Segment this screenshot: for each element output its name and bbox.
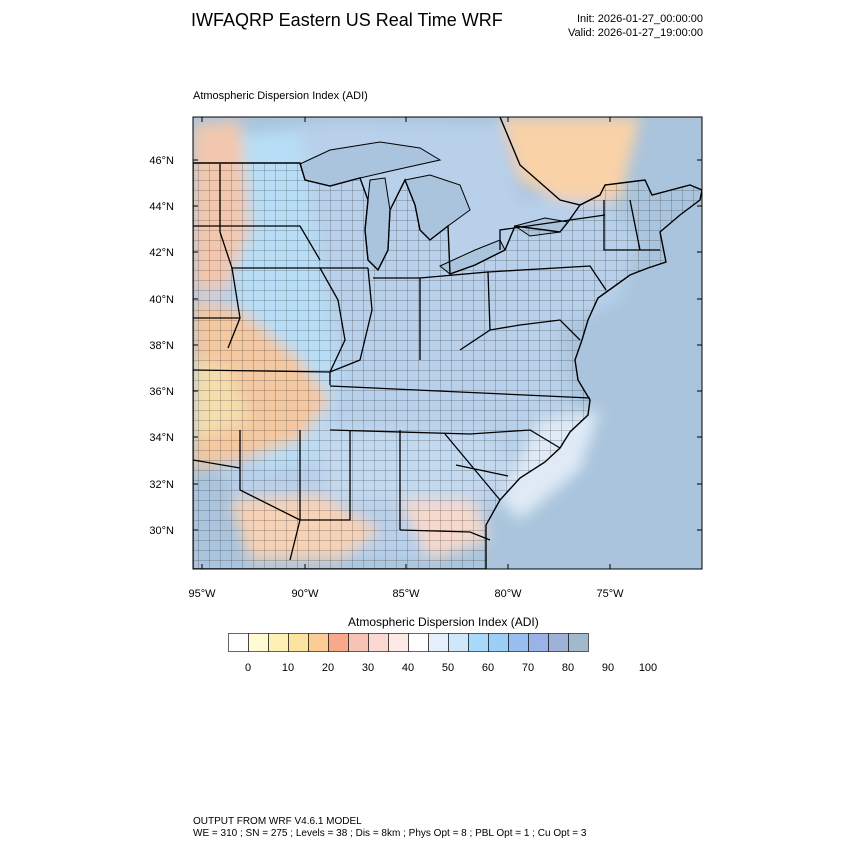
lon-label: 90°W [291,588,319,600]
colorbar-swatch [368,633,389,652]
colorbar: 0 10 20 30 40 50 60 70 80 90 100 [228,633,657,674]
colorbar-tick-label: 60 [482,662,494,674]
lat-label: 44°N [149,201,174,213]
lat-label: 30°N [149,525,174,537]
colorbar-swatch [528,633,549,652]
colorbar-tick-label: 100 [639,662,657,674]
footer-model-line: OUTPUT FROM WRF V4.6.1 MODEL [193,816,362,827]
panel-title: Atmospheric Dispersion Index (ADI) [193,90,368,102]
lat-label: 36°N [149,386,174,398]
colorbar-swatch [328,633,349,652]
colorbar-tick-label: 40 [402,662,414,674]
us-land [193,162,702,569]
colorbar-swatch [248,633,269,652]
longitude-axis: 95°W 90°W 85°W 80°W 75°W [188,117,624,600]
colorbar-swatch [428,633,449,652]
lat-label: 46°N [149,155,174,167]
lat-label: 34°N [149,432,174,444]
colorbar-swatch [568,633,589,652]
colorbar-tick-label: 70 [522,662,534,674]
colorbar-swatch [408,633,429,652]
colorbar-title: Atmospheric Dispersion Index (ADI) [348,615,539,629]
lat-label: 38°N [149,340,174,352]
colorbar-swatch [228,633,249,652]
colorbar-tick-label: 20 [322,662,334,674]
lon-label: 75°W [596,588,624,600]
lat-label: 42°N [149,247,174,259]
latitude-axis: 46°N 44°N 42°N 40°N 38°N 36°N 34°N 32°N 30°N [149,155,702,537]
colorbar-swatch [488,633,509,652]
lat-label: 32°N [149,479,174,491]
colorbar-swatch [448,633,469,652]
colorbar-tick-label: 10 [282,662,294,674]
colorbar-swatch [508,633,529,652]
map-area [193,117,702,569]
valid-time: Valid: 2026-01-27_19:00:00 [568,27,703,39]
colorbar-tick-label: 0 [245,662,251,674]
init-time: Init: 2026-01-27_00:00:00 [577,13,703,25]
colorbar-swatch [548,633,569,652]
canada-border [499,117,601,206]
colorbar-swatch [468,633,489,652]
colorbar-swatch [268,633,289,652]
colorbar-tick-label: 50 [442,662,454,674]
colorbar-swatch [388,633,409,652]
colorbar-swatch [308,633,329,652]
footer-config-line: WE = 310 ; SN = 275 ; Levels = 38 ; Dis … [193,828,587,839]
colorbar-tick-label: 90 [602,662,614,674]
colorbar-swatch [288,633,309,652]
lon-label: 95°W [188,588,216,600]
plot-title: IWFAQRP Eastern US Real Time WRF [191,10,503,30]
lat-label: 40°N [149,294,174,306]
colorbar-tick-label: 30 [362,662,374,674]
state-borders [193,164,660,561]
lon-label: 85°W [392,588,420,600]
map-frame [192,116,703,570]
great-lakes [299,141,569,275]
lon-label: 80°W [494,588,522,600]
colorbar-swatch [348,633,369,652]
colorbar-tick-label: 80 [562,662,574,674]
